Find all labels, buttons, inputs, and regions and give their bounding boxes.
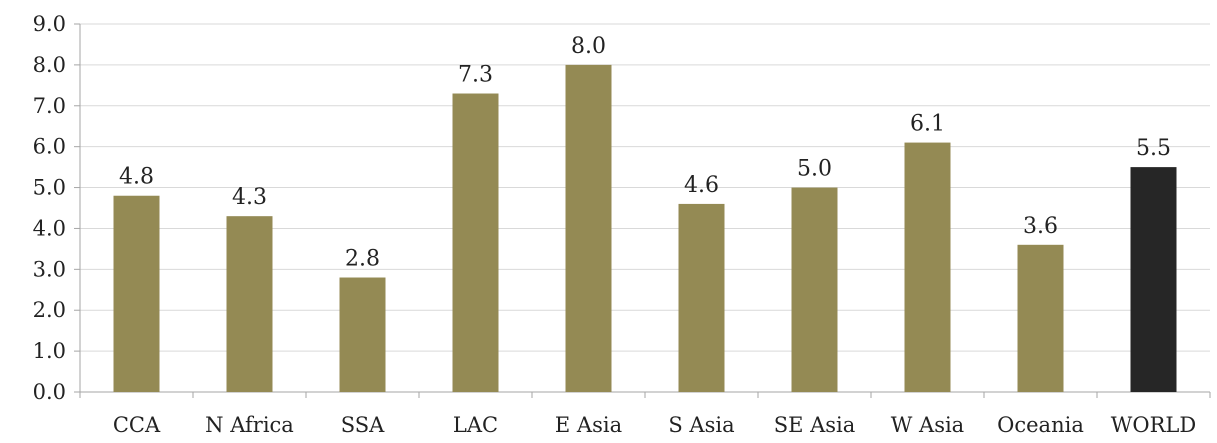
x-label-n-africa: N Africa: [205, 413, 294, 437]
x-label-ssa: SSA: [341, 413, 385, 437]
bar-ssa: [339, 277, 386, 392]
data-label-se-asia: 5.0: [797, 157, 832, 182]
bar-cca: [113, 195, 160, 392]
bars: [113, 64, 1177, 392]
bar-oceania: [1017, 244, 1064, 392]
bar-e-asia: [565, 64, 612, 392]
y-axis-tick-labels: 0.0 1.0 2.0 3.0 4.0 5.0 6.0 7.0 8.0 9.0: [33, 12, 66, 404]
y-tick-label: 3.0: [33, 257, 66, 281]
data-label-w-asia: 6.1: [910, 112, 945, 137]
data-label-s-asia: 4.6: [684, 173, 719, 198]
data-label-n-africa: 4.3: [232, 185, 267, 210]
x-label-lac: LAC: [453, 413, 498, 437]
bar-se-asia: [791, 187, 838, 392]
x-label-oceania: Oceania: [997, 413, 1084, 437]
data-label-lac: 7.3: [458, 63, 493, 88]
y-tick-label: 2.0: [33, 298, 66, 322]
y-tick-label: 9.0: [33, 12, 66, 36]
y-tick-label: 0.0: [33, 380, 66, 404]
bar-s-asia: [678, 203, 725, 392]
y-tick-label: 5.0: [33, 176, 66, 200]
x-label-w-asia: W Asia: [891, 413, 964, 437]
data-label-e-asia: 8.0: [571, 34, 606, 59]
x-label-world: WORLD: [1111, 413, 1196, 437]
x-label-cca: CCA: [113, 413, 161, 437]
data-label-ssa: 2.8: [345, 247, 380, 272]
data-label-cca: 4.8: [119, 165, 154, 190]
bar-w-asia: [904, 142, 951, 392]
y-tick-label: 7.0: [33, 94, 66, 118]
y-tick-label: 4.0: [33, 216, 66, 240]
y-tick-label: 6.0: [33, 135, 66, 159]
bar-n-africa: [226, 216, 273, 392]
data-label-world: 5.5: [1136, 136, 1171, 161]
x-label-e-asia: E Asia: [555, 413, 622, 437]
x-label-se-asia: SE Asia: [774, 413, 856, 437]
bar-world: [1130, 167, 1177, 392]
data-label-oceania: 3.6: [1023, 214, 1058, 239]
x-axis-category-labels: CCA N Africa SSA LAC E Asia S Asia SE Asia W As…: [113, 413, 1196, 437]
bar-lac: [452, 93, 499, 392]
x-label-s-asia: S Asia: [668, 413, 734, 437]
data-labels: 4.8 4.3 2.8 7.3 8.0 4.6 5.0 6.1 3.6 5.5: [119, 34, 1171, 272]
y-tick-label: 1.0: [33, 339, 66, 363]
y-tick-label: 8.0: [33, 53, 66, 77]
